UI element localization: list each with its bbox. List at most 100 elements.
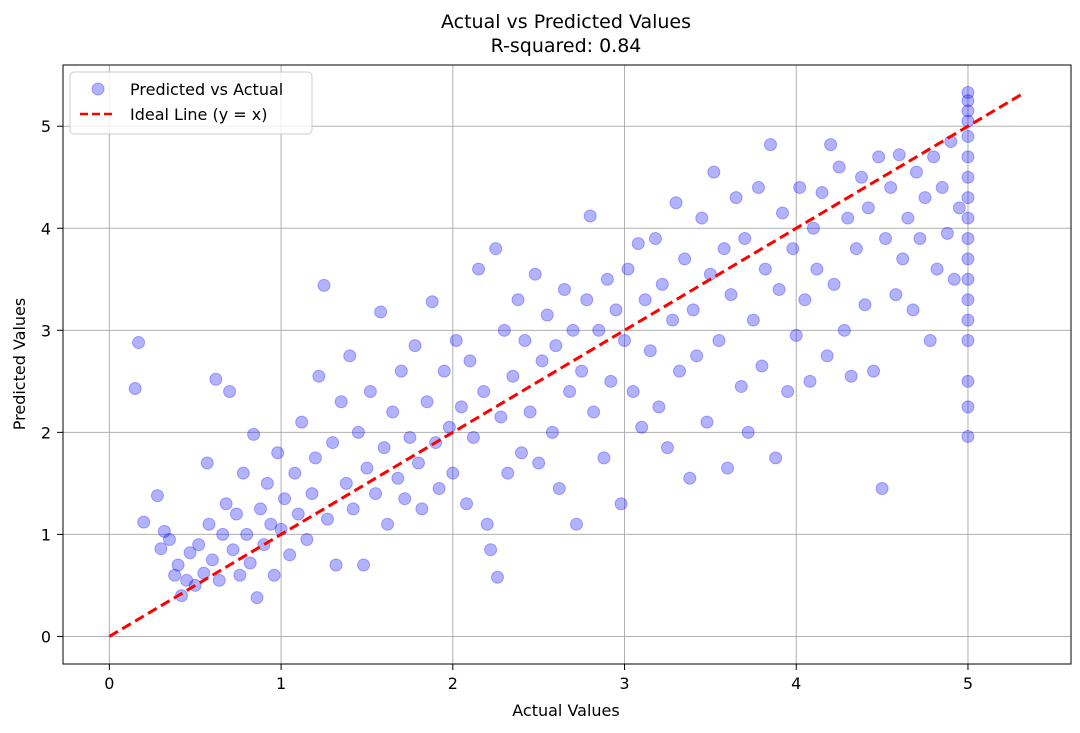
data-point [267, 568, 281, 582]
data-point [776, 206, 790, 220]
data-point [549, 339, 563, 353]
data-point [906, 303, 920, 317]
data-point [446, 466, 460, 480]
scatter-points [128, 86, 975, 605]
data-point [209, 372, 223, 386]
data-point [247, 427, 261, 441]
data-point [707, 165, 721, 179]
data-point [621, 262, 635, 276]
data-point [947, 272, 961, 286]
data-point [879, 231, 893, 245]
data-point [961, 272, 975, 286]
data-point [889, 288, 903, 302]
data-point [729, 191, 743, 205]
data-point [961, 252, 975, 266]
data-point [552, 481, 566, 495]
data-point [961, 104, 975, 118]
y-tick-label: 1 [41, 525, 51, 544]
x-axis-label: Actual Values [512, 701, 619, 720]
data-point [678, 252, 692, 266]
data-point [563, 385, 577, 399]
data-point [587, 405, 601, 419]
data-point [844, 369, 858, 383]
data-point [884, 180, 898, 194]
data-point [892, 148, 906, 162]
data-point [580, 293, 594, 307]
data-point [420, 395, 434, 409]
x-tick-label: 2 [448, 674, 458, 693]
data-point [609, 303, 623, 317]
data-point [240, 527, 254, 541]
data-point [386, 405, 400, 419]
data-point [260, 476, 274, 490]
data-point [501, 466, 515, 480]
data-point [415, 502, 429, 516]
data-point [909, 165, 923, 179]
data-point [391, 471, 405, 485]
data-point [192, 538, 206, 552]
data-point [566, 323, 580, 337]
data-point [927, 150, 941, 164]
data-point [961, 129, 975, 143]
data-point [472, 262, 486, 276]
data-point [326, 436, 340, 450]
data-point [789, 328, 803, 342]
data-point [236, 466, 250, 480]
data-point [540, 308, 554, 322]
data-point [604, 374, 618, 388]
data-point [494, 410, 508, 424]
data-point [961, 150, 975, 164]
legend-scatter-marker [91, 82, 105, 96]
data-point [575, 364, 589, 378]
data-point [935, 180, 949, 194]
data-point [557, 282, 571, 296]
data-point [875, 481, 889, 495]
data-point [157, 524, 171, 538]
plot-area-border [62, 64, 1072, 665]
data-point [229, 507, 243, 521]
data-point [849, 242, 863, 256]
data-point [961, 429, 975, 443]
data-point [432, 481, 446, 495]
data-point [168, 568, 182, 582]
data-point [569, 517, 583, 531]
data-point [132, 336, 146, 350]
data-point [226, 543, 240, 557]
data-point [721, 461, 735, 475]
data-point [961, 86, 975, 100]
data-point [961, 313, 975, 327]
data-point [518, 334, 532, 348]
data-point [466, 430, 480, 444]
data-point [357, 558, 371, 572]
data-point [672, 364, 686, 378]
y-tick-label: 2 [41, 423, 51, 442]
data-point [690, 349, 704, 363]
data-point [425, 295, 439, 309]
data-point [810, 262, 824, 276]
data-point [233, 568, 247, 582]
legend: Predicted vs Actual Ideal Line (y = x) [69, 71, 313, 135]
data-point [923, 334, 937, 348]
data-point [635, 420, 649, 434]
data-point [626, 385, 640, 399]
data-point [961, 211, 975, 225]
data-point [369, 487, 383, 501]
data-point [523, 405, 537, 419]
data-point [477, 385, 491, 399]
y-tick-label: 5 [41, 117, 51, 136]
data-point [652, 400, 666, 414]
data-point [219, 497, 233, 511]
data-point [154, 542, 168, 556]
data-point [305, 487, 319, 501]
data-point [961, 374, 975, 388]
data-point [317, 278, 331, 292]
data-point [442, 420, 456, 434]
data-point [824, 138, 838, 152]
data-point [806, 221, 820, 235]
data-point [597, 451, 611, 465]
data-point [460, 497, 474, 511]
data-point [940, 226, 954, 240]
data-point [867, 364, 881, 378]
data-point [489, 242, 503, 256]
data-point [291, 507, 305, 521]
